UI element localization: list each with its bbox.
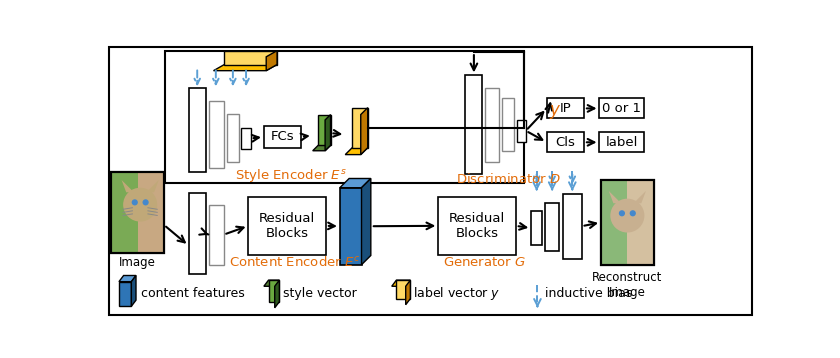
Text: Residual
Blocks: Residual Blocks <box>259 212 315 240</box>
Circle shape <box>619 210 625 216</box>
Polygon shape <box>131 276 136 306</box>
Bar <box>111 172 164 253</box>
Text: Image: Image <box>119 256 156 269</box>
Text: label: label <box>606 136 638 149</box>
Bar <box>241 128 250 149</box>
Polygon shape <box>146 180 159 192</box>
Text: Reconstruct
Image: Reconstruct Image <box>592 271 663 299</box>
Circle shape <box>143 199 149 205</box>
Bar <box>340 188 361 265</box>
Bar <box>627 180 654 265</box>
Circle shape <box>123 188 157 222</box>
Bar <box>547 132 584 152</box>
Polygon shape <box>352 108 368 148</box>
Bar <box>249 197 326 255</box>
Circle shape <box>132 199 138 205</box>
Bar <box>531 211 542 246</box>
Bar <box>485 88 500 161</box>
Bar <box>111 172 164 253</box>
Bar <box>547 98 584 118</box>
Bar <box>119 282 131 306</box>
Polygon shape <box>406 280 411 305</box>
Polygon shape <box>609 191 621 203</box>
Polygon shape <box>633 191 646 203</box>
Text: FCs: FCs <box>270 130 294 144</box>
Bar <box>189 88 206 172</box>
Bar <box>601 180 627 265</box>
Bar <box>501 98 514 151</box>
Polygon shape <box>264 280 280 286</box>
Bar <box>601 180 654 265</box>
Text: IP: IP <box>559 102 571 115</box>
Bar <box>209 205 223 265</box>
Polygon shape <box>122 180 134 192</box>
Circle shape <box>630 210 636 216</box>
Circle shape <box>611 199 644 233</box>
Bar <box>227 114 239 161</box>
Polygon shape <box>340 179 370 188</box>
Bar <box>517 120 526 141</box>
Bar <box>563 194 581 258</box>
Bar <box>189 193 206 274</box>
Bar <box>264 126 301 148</box>
Text: inductive bias: inductive bias <box>545 287 633 300</box>
Polygon shape <box>224 51 277 64</box>
Text: label vector $y$: label vector $y$ <box>413 285 501 303</box>
Bar <box>165 51 524 183</box>
Text: Generator $G$: Generator $G$ <box>444 256 527 269</box>
Text: Style Encoder $E^s$: Style Encoder $E^s$ <box>235 167 347 184</box>
Polygon shape <box>325 115 330 151</box>
Polygon shape <box>213 64 277 71</box>
Text: Cls: Cls <box>555 136 575 149</box>
Polygon shape <box>266 51 277 71</box>
Bar <box>600 98 644 118</box>
Bar <box>465 75 482 174</box>
Text: Discriminator $D$: Discriminator $D$ <box>455 172 560 186</box>
Bar <box>600 132 644 152</box>
Text: Residual
Blocks: Residual Blocks <box>449 212 505 240</box>
Polygon shape <box>345 148 368 155</box>
Polygon shape <box>318 115 330 145</box>
Polygon shape <box>361 179 370 265</box>
Text: style vector: style vector <box>283 287 357 300</box>
Bar <box>545 203 559 251</box>
Text: content features: content features <box>140 287 244 300</box>
Text: Content Encoder $E^c$: Content Encoder $E^c$ <box>229 255 360 270</box>
Text: 0 or 1: 0 or 1 <box>602 102 642 115</box>
Text: $y$: $y$ <box>549 103 561 121</box>
Bar <box>438 197 516 255</box>
Polygon shape <box>275 280 280 308</box>
Polygon shape <box>269 280 280 302</box>
Bar <box>209 101 223 169</box>
Bar <box>111 172 164 253</box>
Bar <box>111 172 138 253</box>
Bar <box>601 180 654 265</box>
Bar <box>138 172 165 253</box>
Polygon shape <box>119 276 136 282</box>
Polygon shape <box>360 108 368 155</box>
Bar <box>601 180 654 265</box>
Polygon shape <box>391 280 411 286</box>
Polygon shape <box>312 145 330 151</box>
Polygon shape <box>396 280 411 299</box>
